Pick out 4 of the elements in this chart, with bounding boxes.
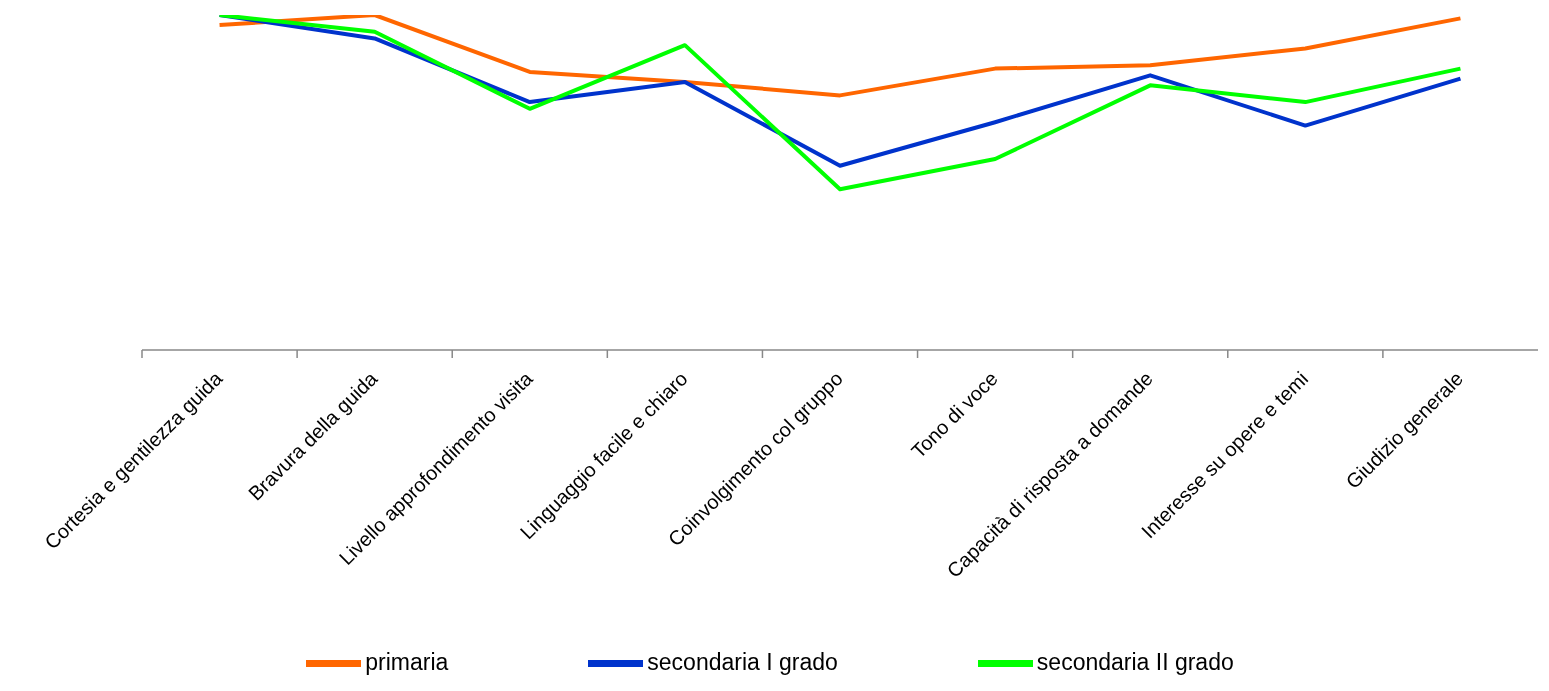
legend-label: secondaria I grado — [647, 648, 838, 675]
legend-label: primaria — [365, 648, 449, 675]
legend-label: secondaria II grado — [1036, 648, 1234, 675]
x-tick-label: Tono di voce — [906, 367, 1002, 463]
